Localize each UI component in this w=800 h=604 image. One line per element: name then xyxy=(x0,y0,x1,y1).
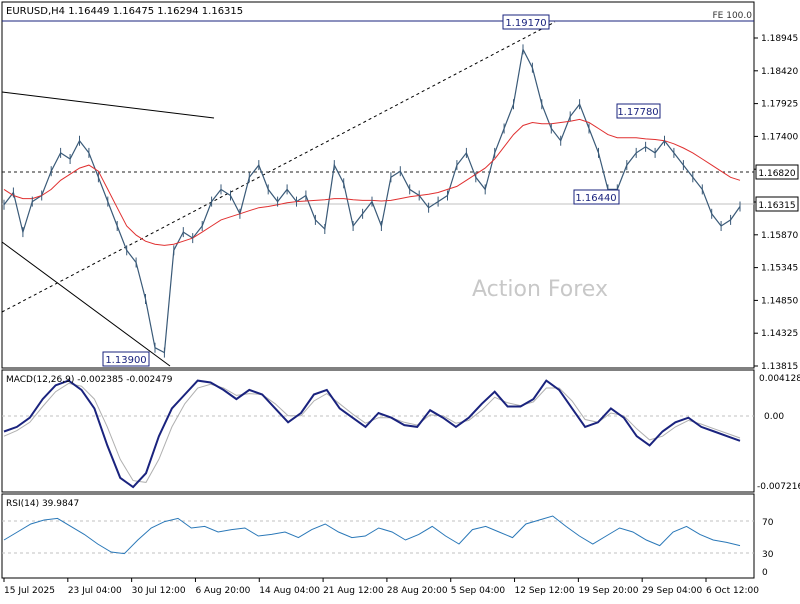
rsi-tick-70: 70 xyxy=(762,518,774,528)
price-tick-label: 1.14850 xyxy=(761,296,798,306)
price-tick-label: 1.17925 xyxy=(761,100,798,110)
time-tick-label: 29 Sep 04:00 xyxy=(642,586,702,596)
current-price-text: 1.16315 xyxy=(758,201,795,211)
time-tick-label: 28 Aug 20:00 xyxy=(387,586,448,596)
macd-tick-bottom: -0.007216 xyxy=(757,482,800,492)
time-axis: 15 Jul 2025 23 Jul 04:00 30 Jul 12:00 6 Aug… xyxy=(3,578,759,596)
high-label-text: 1.19170 xyxy=(505,18,546,29)
macd-main-line xyxy=(3,379,741,489)
price-tick-label: 1.18420 xyxy=(761,67,798,77)
rising-channel-line xyxy=(1,21,556,313)
time-tick-label: 19 Sep 20:00 xyxy=(578,586,638,596)
time-tick-label: 15 Jul 2025 xyxy=(4,586,55,596)
low-label-text: 1.13900 xyxy=(105,355,146,366)
price-tick-label: 1.18945 xyxy=(761,34,798,44)
rsi-title: RSI(14) 39.9847 xyxy=(6,499,79,509)
rsi-line xyxy=(3,515,741,555)
r2-axis-text: 1.16820 xyxy=(758,169,795,179)
time-tick-label: 21 Aug 12:00 xyxy=(323,586,384,596)
r1-label-text: 1.17780 xyxy=(617,107,658,118)
price-tick-label: 1.15345 xyxy=(761,264,798,274)
price-tick-label: 1.14325 xyxy=(761,329,798,339)
macd-tick-zero-a: 0.00 xyxy=(764,412,784,422)
price-tick-label: 1.13815 xyxy=(761,362,798,372)
s1-label-text: 1.16440 xyxy=(575,193,616,204)
r1-label: 1.17780 xyxy=(616,103,661,119)
falling-trendline-lower xyxy=(1,241,171,367)
time-tick-label: 14 Aug 04:00 xyxy=(259,586,320,596)
macd-panel[interactable] xyxy=(1,369,755,493)
macd-layer xyxy=(3,379,741,489)
macd-title: MACD(12,26,9) -0.002385 -0.002479 xyxy=(6,375,173,385)
r2-axis-tag: 1.16820 xyxy=(755,164,799,180)
fe-label: FE 100.0 xyxy=(713,11,753,21)
price-layer xyxy=(3,44,741,358)
s1-label: 1.16440 xyxy=(573,189,620,205)
price-tick-label: 1.17400 xyxy=(761,132,798,142)
high-label: 1.19170 xyxy=(502,14,550,30)
time-tick-label: 12 Sep 12:00 xyxy=(515,586,575,596)
time-tick-label: 5 Sep 04:00 xyxy=(451,586,506,596)
low-label: 1.13900 xyxy=(102,351,150,367)
rsi-panel[interactable] xyxy=(1,493,755,579)
time-tick-label: 23 Jul 04:00 xyxy=(68,586,122,596)
falling-trendline-upper xyxy=(1,91,215,119)
rsi-layer xyxy=(3,515,741,555)
price-tick-label: 1.15870 xyxy=(761,231,798,241)
time-tick-label: 6 Aug 20:00 xyxy=(195,586,250,596)
price-panel[interactable] xyxy=(1,1,755,369)
current-price-tag: 1.16315 xyxy=(755,196,799,212)
rsi-tick-0: 0 xyxy=(762,568,768,578)
symbol-header: EURUSD,H4 1.16449 1.16475 1.16294 1.1631… xyxy=(6,6,243,17)
watermark: Action Forex xyxy=(472,277,608,302)
rsi-tick-30: 30 xyxy=(762,550,774,560)
time-tick-label: 30 Jul 12:00 xyxy=(132,586,186,596)
time-tick-label: 6 Oct 12:00 xyxy=(706,586,759,596)
macd-tick-top: 0.004128 xyxy=(759,374,800,384)
